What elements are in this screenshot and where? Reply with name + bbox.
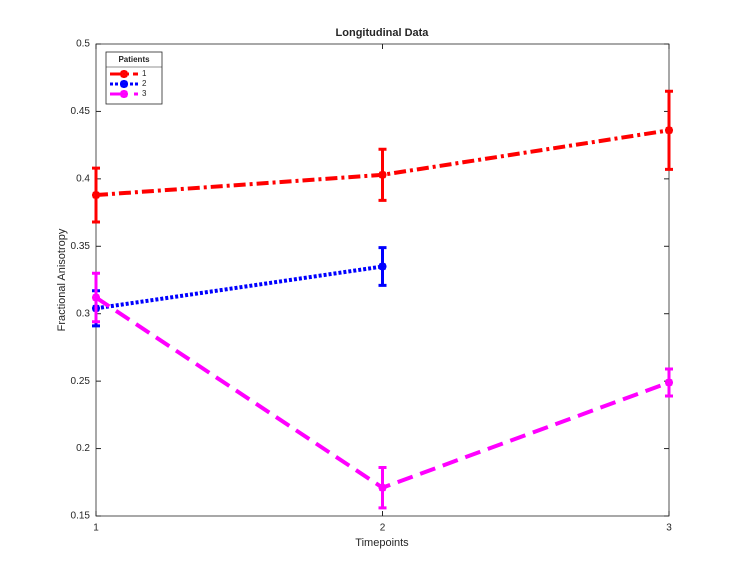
series-line: [95, 264, 383, 311]
legend-label: 3: [142, 89, 147, 98]
data-point: [92, 191, 100, 200]
y-tick-label: 0.45: [71, 106, 91, 117]
x-tick-label: 2: [380, 523, 386, 534]
data-point: [378, 483, 387, 492]
legend-title: Patients: [118, 55, 150, 64]
marker-stroke: [378, 171, 387, 179]
y-tick-label: 0.15: [71, 511, 91, 522]
x-axis-label: Timepoints: [355, 537, 409, 549]
y-tick-label: 0.5: [76, 39, 90, 50]
y-tick-label: 0.2: [76, 443, 90, 454]
marker-stroke: [120, 80, 128, 88]
y-tick-label: 0.35: [71, 241, 91, 252]
data-point: [665, 378, 673, 387]
y-axis-label: Fractional Anisotropy: [56, 228, 68, 331]
data-point: [92, 293, 100, 302]
legend-marker: [120, 90, 128, 98]
chart-title: Longitudinal Data: [336, 27, 430, 39]
y-tick-label: 0.25: [71, 376, 91, 387]
data-point: [378, 262, 387, 271]
y-tick-label: 0.3: [76, 308, 90, 319]
marker-stroke: [378, 484, 387, 492]
data-point: [378, 170, 387, 179]
legend-label: 1: [142, 69, 147, 78]
marker-stroke: [665, 126, 673, 134]
marker-stroke: [665, 378, 673, 387]
x-tick-label: 3: [666, 523, 672, 534]
marker-stroke: [92, 191, 100, 199]
y-tick-label: 0.4: [76, 173, 90, 184]
marker-stroke: [120, 90, 128, 98]
marker-stroke: [120, 70, 128, 78]
marker-stroke: [92, 294, 100, 302]
marker-stroke: [378, 262, 387, 271]
legend-marker: [120, 80, 128, 88]
legend: Patients 123: [105, 51, 163, 105]
legend-label: 2: [142, 79, 147, 88]
data-point: [665, 126, 673, 135]
legend-marker: [120, 70, 128, 78]
x-tick-label: 1: [93, 523, 99, 534]
